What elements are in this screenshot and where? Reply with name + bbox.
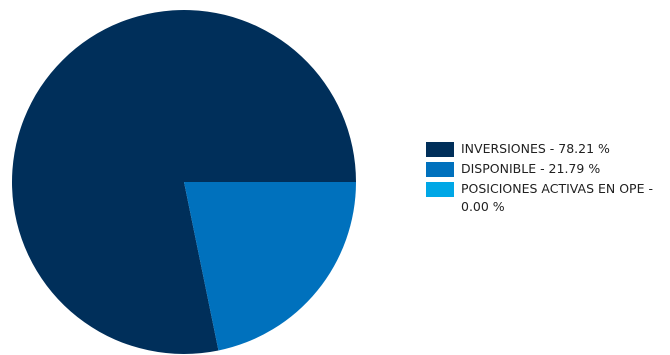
legend-item-inversiones: INVERSIONES - 78.21 % — [426, 141, 666, 158]
chart-legend: INVERSIONES - 78.21 % DISPONIBLE - 21.79… — [426, 141, 666, 220]
legend-item-disponible: DISPONIBLE - 21.79 % — [426, 161, 666, 178]
pie-slice-disponible — [184, 182, 356, 351]
legend-label-posiciones-activas: POSICIONES ACTIVAS EN OPE - 0.00 % — [461, 181, 653, 214]
legend-swatch-posiciones-activas — [426, 182, 454, 197]
legend-label-inversiones: INVERSIONES - 78.21 % — [461, 141, 610, 156]
legend-label-disponible: DISPONIBLE - 21.79 % — [461, 161, 601, 176]
legend-item-posiciones-activas: POSICIONES ACTIVAS EN OPE - 0.00 % — [426, 181, 666, 216]
legend-swatch-disponible — [426, 162, 454, 177]
legend-swatch-inversiones — [426, 142, 454, 157]
